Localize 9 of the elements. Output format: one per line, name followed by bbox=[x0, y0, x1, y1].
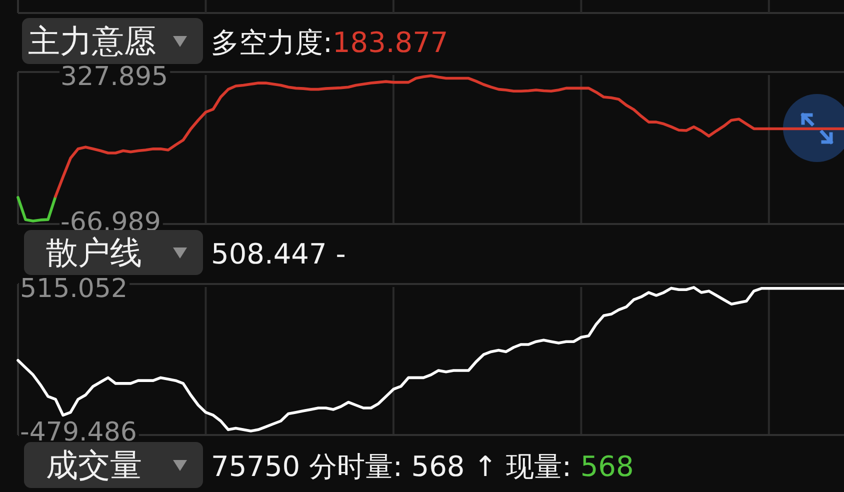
chart-subtitle: 多空力度:183.877 bbox=[211, 26, 448, 59]
chart-title: 主力意愿 bbox=[28, 22, 156, 60]
dropdown: 主力意愿 bbox=[22, 18, 203, 64]
dropdown: 成交量 bbox=[24, 442, 203, 488]
y-tick-label: 515.052 bbox=[20, 274, 128, 304]
text: 75750 分时量: 568 ↑ 现量: 568 bbox=[211, 450, 634, 483]
chart-subtitle: 508.447 - bbox=[211, 238, 346, 270]
y-tick-label: 327.895 bbox=[60, 62, 168, 92]
dropdown: 散户线 bbox=[24, 230, 203, 275]
